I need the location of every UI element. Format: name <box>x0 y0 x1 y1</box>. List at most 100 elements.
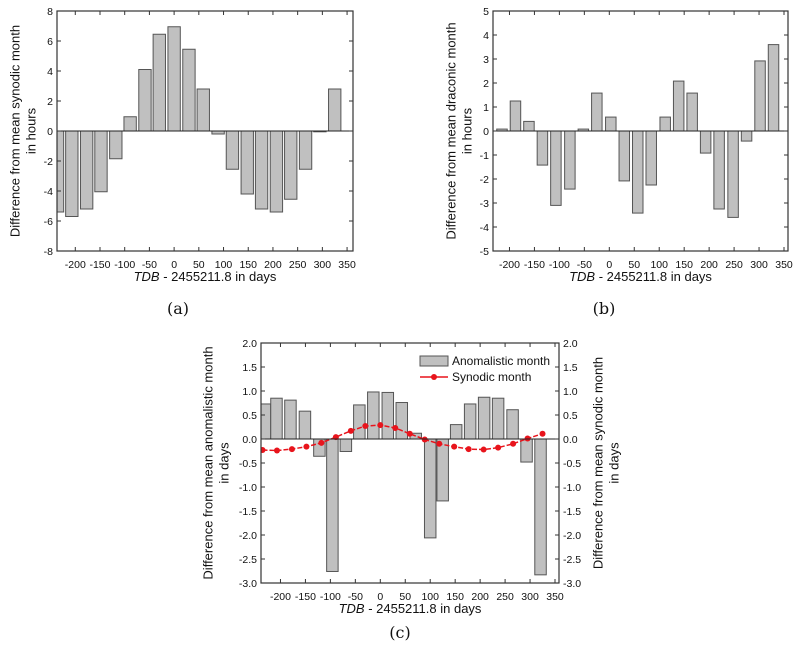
synodic-point <box>495 444 502 451</box>
x-tick-label: 150 <box>239 259 257 271</box>
x-tick-label: 0 <box>377 591 383 603</box>
y-right-tick-label: -0.5 <box>563 458 581 470</box>
x-tick-label: 300 <box>521 591 539 603</box>
legend-marker <box>431 374 437 380</box>
y-tick-label: 2.0 <box>242 338 257 350</box>
bar <box>713 130 725 210</box>
plot-area <box>261 391 547 576</box>
y-tick-label: 4 <box>483 30 489 42</box>
x-tick-label: 350 <box>338 259 356 271</box>
chart-b: -200 -150 -100 -50 0 50 100 150 200 250 300 350-5-4… <box>444 6 793 318</box>
x-tick-label: 300 <box>750 259 768 271</box>
bar <box>240 130 254 195</box>
y-tick-label: 8 <box>47 6 53 18</box>
y-right-tick-label: 1.0 <box>563 386 578 398</box>
x-tick-label: 150 <box>675 259 693 271</box>
y-tick-label: -2.5 <box>239 554 257 566</box>
x-tick-label: -50 <box>142 259 157 271</box>
bar <box>491 397 505 440</box>
x-tick-label: -150 <box>295 591 316 603</box>
x-tick-label: 150 <box>446 591 464 603</box>
legend-bar-swatch <box>419 355 449 367</box>
x-axis-label-rest: - 2455211.8 in days <box>595 269 712 284</box>
bar <box>298 130 313 170</box>
synodic-point <box>261 447 266 454</box>
chart-a: -200 -150 -100 -50 0 50 100 150 200 250 300 350 -8 -6… <box>8 6 356 318</box>
bar <box>353 404 366 440</box>
y-tick-label: 1.0 <box>242 386 257 398</box>
chart-c: -200 -150 -100 -50 0 50 100 150 200 250 300 350-3.0… <box>201 338 622 642</box>
bar <box>423 438 437 539</box>
bar <box>727 130 739 218</box>
synodic-point <box>465 446 472 453</box>
synodic-point <box>451 443 458 450</box>
y-tick-label: 1 <box>483 102 489 114</box>
synodic-point <box>436 440 443 447</box>
plot-area <box>57 26 342 217</box>
bar <box>550 130 562 206</box>
bar <box>328 88 342 132</box>
y-right-tick-label: 0.5 <box>563 410 578 422</box>
synodic-point <box>510 440 517 447</box>
y-axis-label: Difference from mean draconic month <box>444 22 459 239</box>
bar <box>167 26 181 132</box>
plot-area <box>496 44 780 218</box>
bar <box>645 130 657 186</box>
x-axis-label-italic: TDB <box>134 269 160 284</box>
y-tick-label: 2 <box>483 78 489 90</box>
y-tick-label: -2 <box>44 156 53 168</box>
bar <box>659 116 671 132</box>
bar <box>523 120 535 132</box>
x-tick-label: 50 <box>193 259 205 271</box>
bar <box>506 409 519 440</box>
synodic-point <box>273 447 280 454</box>
x-axis-label-rest: - 2455211.8 in days <box>160 269 277 284</box>
bar <box>138 69 152 132</box>
synodic-point <box>288 446 295 453</box>
bar <box>326 438 339 572</box>
synodic-point <box>362 423 369 430</box>
bar <box>767 44 780 132</box>
bar <box>298 410 312 440</box>
y-axis-label: in days <box>217 442 232 484</box>
y-axis-label: in hours <box>24 107 39 154</box>
y-right-axis-label: in days <box>607 442 622 484</box>
subfigure-caption: (c) <box>389 623 410 642</box>
y-right-axis-label: Difference from mean synodic month <box>591 357 606 569</box>
y-tick-label: -6 <box>44 216 53 228</box>
x-axis-label: TDB - 2455211.8 in days <box>339 601 482 616</box>
x-tick-label: -200 <box>499 259 520 271</box>
bar <box>591 92 603 132</box>
x-axis-label: TDB - 2455211.8 in days <box>134 269 277 284</box>
x-tick-label: 0 <box>606 259 612 271</box>
y-right-tick-label: -1.5 <box>563 506 581 518</box>
bar <box>225 130 240 170</box>
y-tick-label: -3 <box>480 198 489 210</box>
y-tick-label: 0.0 <box>242 434 257 446</box>
y-axis-label: in hours <box>460 107 475 154</box>
x-tick-label: 50 <box>399 591 411 603</box>
bar <box>618 130 631 182</box>
bar <box>395 402 409 440</box>
bar <box>367 391 380 440</box>
x-tick-label: 100 <box>650 259 668 271</box>
synodic-point <box>392 424 399 431</box>
bar <box>339 438 353 452</box>
bar <box>686 92 698 132</box>
y-right-tick-label: -1.0 <box>563 482 581 494</box>
synodic-point <box>480 446 487 453</box>
x-axis-label-rest: - 2455211.8 in days <box>365 601 482 616</box>
y-tick-label: -8 <box>44 246 53 258</box>
bar <box>381 391 395 440</box>
bar <box>605 116 617 132</box>
x-tick-label: -200 <box>270 591 291 603</box>
bar <box>632 130 644 214</box>
synodic-point <box>303 443 310 450</box>
y-tick-label: 4 <box>47 66 53 78</box>
bar <box>94 130 108 193</box>
bar <box>740 130 753 142</box>
y-right-tick-label: 0.0 <box>563 434 578 446</box>
bar <box>284 399 297 440</box>
legend: Anomalistic month Synodic month <box>419 354 550 384</box>
bar <box>109 130 123 160</box>
